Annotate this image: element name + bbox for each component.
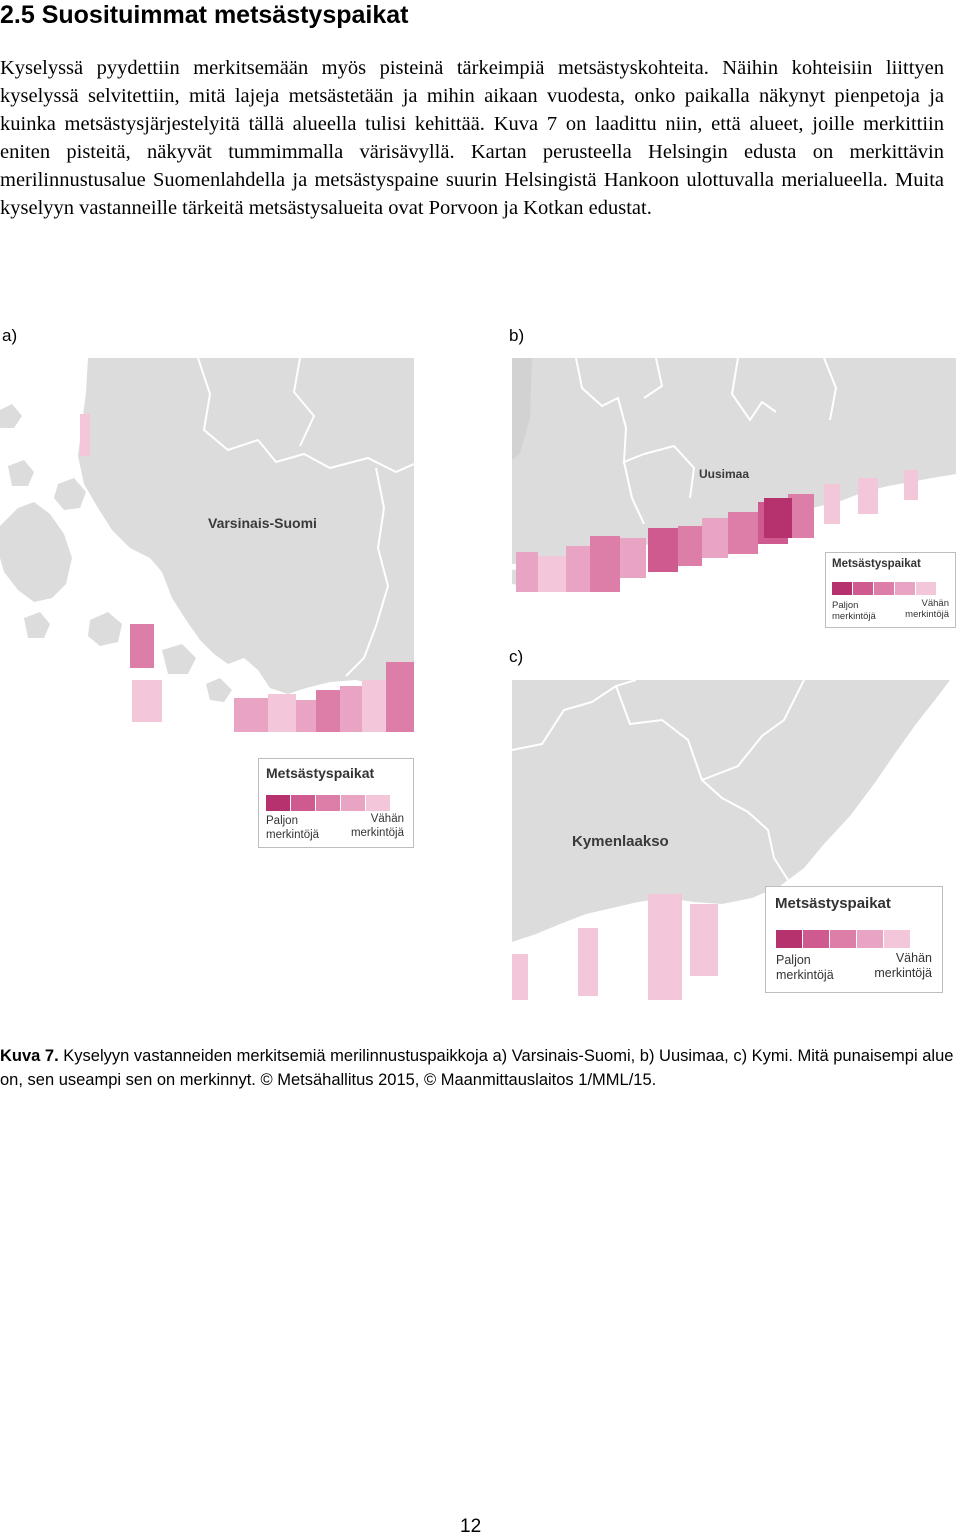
legend-swatch-5 bbox=[884, 930, 911, 948]
legend-title: Metsästyspaikat bbox=[266, 765, 375, 781]
panel-a-label: a) bbox=[2, 326, 18, 345]
region-label-uusimaa: Uusimaa bbox=[699, 467, 749, 481]
map-uusimaa: Uusimaa bbox=[512, 358, 956, 592]
region-borders bbox=[512, 680, 805, 881]
legend-swatch-4 bbox=[895, 582, 916, 595]
legend-swatch-2 bbox=[291, 795, 316, 811]
legend-low-label: Paljon merkintöjä bbox=[832, 600, 876, 623]
legend-swatch-1 bbox=[266, 795, 291, 811]
page-number: 12 bbox=[460, 1516, 482, 1537]
section-body-text: Kyselyssä pyydettiin merkitsemään myös p… bbox=[0, 57, 944, 219]
legend-high-label: Vähän merkintöjä bbox=[874, 951, 932, 980]
panel-c-label: c) bbox=[509, 647, 524, 666]
legend-swatch-1 bbox=[832, 582, 853, 595]
legend-swatch-3 bbox=[316, 795, 341, 811]
legend-title: Metsästyspaikat bbox=[775, 895, 891, 912]
legend-swatch-4 bbox=[341, 795, 366, 811]
caption-label: Kuva 7. bbox=[0, 1047, 59, 1065]
legend-swatch-4 bbox=[857, 930, 884, 948]
legend-swatch-5 bbox=[916, 582, 937, 595]
hunting-hotspots bbox=[80, 414, 414, 732]
legend-swatch-2 bbox=[853, 582, 874, 595]
legend-high-label: Vähän merkintöjä bbox=[905, 598, 949, 621]
land-mass bbox=[0, 358, 414, 702]
caption-text: Kyselyyn vastanneiden merkitsemiä merili… bbox=[0, 1047, 954, 1089]
legend-low-label: Paljon merkintöjä bbox=[776, 953, 834, 982]
region-borders bbox=[197, 358, 414, 677]
legend-swatch-2 bbox=[803, 930, 830, 948]
legend-swatch-3 bbox=[874, 582, 895, 595]
legend-high-label: Vähän merkintöjä bbox=[350, 813, 404, 839]
hunting-hotspots bbox=[512, 894, 718, 1000]
region-label-kymenlaakso: Kymenlaakso bbox=[572, 833, 669, 850]
map-legend-c: Metsästyspaikat Paljon merkintöjä Vähän … bbox=[765, 886, 943, 993]
legend-swatch-1 bbox=[776, 930, 803, 948]
map-varsinais-suomi: Varsinais-Suomi bbox=[0, 358, 414, 732]
legend-swatch-3 bbox=[830, 930, 857, 948]
legend-low-label: Paljon merkintöjä bbox=[266, 815, 320, 841]
legend-swatch-row bbox=[266, 795, 391, 811]
legend-title: Metsästyspaikat bbox=[832, 558, 921, 570]
map-legend-a: Metsästyspaikat Paljon merkintöjä Vähän … bbox=[258, 758, 414, 848]
legend-swatch-row bbox=[832, 582, 937, 595]
legend-swatch-5 bbox=[366, 795, 391, 811]
legend-swatch-row bbox=[776, 930, 911, 948]
region-label-varsinais-suomi: Varsinais-Suomi bbox=[208, 515, 317, 531]
section-heading: 2.5 Suosituimmat metsästyspaikat bbox=[0, 1, 409, 29]
map-legend-b: Metsästyspaikat Paljon merkintöjä Vähän … bbox=[825, 552, 956, 628]
panel-b-label: b) bbox=[509, 326, 525, 345]
region-borders bbox=[575, 358, 838, 525]
hunting-hotspots bbox=[516, 470, 918, 592]
map-kymenlaakso: Kymenlaakso bbox=[512, 680, 950, 1000]
figure-caption: Kuva 7. Kyselyyn vastanneiden merkitsemi… bbox=[0, 1044, 956, 1092]
